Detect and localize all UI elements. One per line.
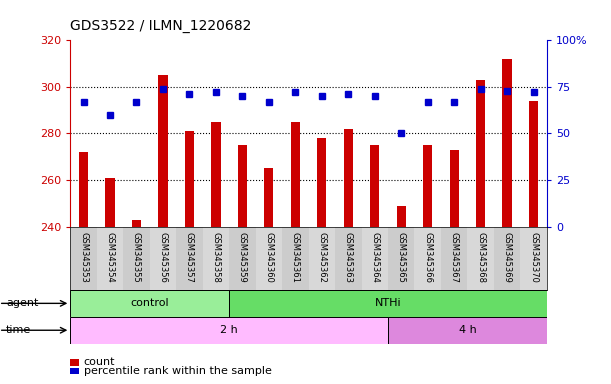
Bar — [388, 227, 414, 290]
Bar — [70, 290, 229, 317]
Text: GSM345356: GSM345356 — [158, 232, 167, 283]
Text: GSM345367: GSM345367 — [450, 232, 459, 283]
Text: 4 h: 4 h — [458, 325, 477, 335]
Bar — [132, 220, 141, 227]
Text: GSM345357: GSM345357 — [185, 232, 194, 283]
Bar — [529, 101, 538, 227]
Text: GSM345361: GSM345361 — [291, 232, 300, 283]
Bar — [362, 227, 388, 290]
Text: GSM345358: GSM345358 — [211, 232, 221, 283]
Text: GSM345369: GSM345369 — [503, 232, 511, 283]
Bar — [317, 138, 326, 227]
Text: control: control — [130, 298, 169, 308]
Bar — [397, 205, 406, 227]
Bar — [414, 227, 441, 290]
Text: GSM345354: GSM345354 — [106, 232, 114, 282]
Text: GSM345366: GSM345366 — [423, 232, 432, 283]
Text: percentile rank within the sample: percentile rank within the sample — [84, 366, 271, 376]
Text: count: count — [84, 358, 115, 367]
Bar — [229, 290, 547, 317]
Bar — [176, 227, 203, 290]
Bar — [521, 227, 547, 290]
Bar — [70, 317, 388, 344]
Bar — [264, 168, 274, 227]
Text: agent: agent — [6, 298, 38, 308]
Bar — [203, 227, 229, 290]
Text: GSM345370: GSM345370 — [529, 232, 538, 283]
Bar — [343, 129, 353, 227]
Text: GSM345359: GSM345359 — [238, 232, 247, 282]
Bar — [494, 227, 521, 290]
Bar — [282, 227, 309, 290]
Bar — [70, 227, 97, 290]
Text: 2 h: 2 h — [220, 325, 238, 335]
Text: GDS3522 / ILMN_1220682: GDS3522 / ILMN_1220682 — [70, 19, 252, 33]
Bar — [123, 227, 150, 290]
Bar — [423, 145, 433, 227]
Text: time: time — [6, 325, 31, 335]
Bar — [476, 80, 485, 227]
Text: GSM345360: GSM345360 — [265, 232, 273, 283]
Bar — [185, 131, 194, 227]
Bar — [150, 227, 176, 290]
Bar — [158, 75, 167, 227]
Text: GSM345362: GSM345362 — [317, 232, 326, 283]
Bar — [441, 227, 467, 290]
Text: GSM345363: GSM345363 — [344, 232, 353, 283]
Bar — [450, 150, 459, 227]
Bar — [388, 317, 547, 344]
Text: GSM345355: GSM345355 — [132, 232, 141, 282]
Bar — [370, 145, 379, 227]
Text: NTHi: NTHi — [375, 298, 401, 308]
Bar — [211, 122, 221, 227]
Bar — [255, 227, 282, 290]
Bar — [502, 59, 512, 227]
Text: GSM345368: GSM345368 — [476, 232, 485, 283]
Bar — [105, 178, 115, 227]
Text: GSM345365: GSM345365 — [397, 232, 406, 283]
Bar — [229, 227, 255, 290]
Bar — [291, 122, 300, 227]
Text: GSM345364: GSM345364 — [370, 232, 379, 283]
Bar — [309, 227, 335, 290]
Bar — [335, 227, 362, 290]
Bar — [97, 227, 123, 290]
Bar — [467, 227, 494, 290]
Text: GSM345353: GSM345353 — [79, 232, 88, 283]
Bar — [79, 152, 88, 227]
Bar — [238, 145, 247, 227]
